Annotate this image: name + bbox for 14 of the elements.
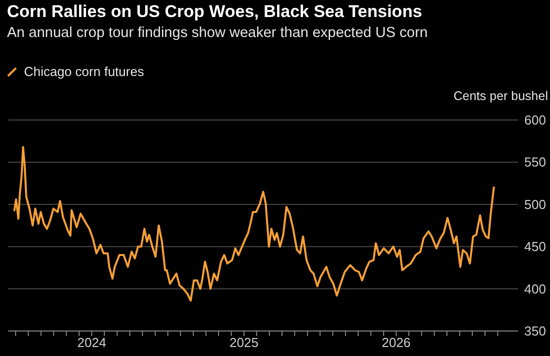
legend-label: Chicago corn futures — [23, 64, 144, 79]
y-tick-label: 500 — [524, 196, 546, 212]
y-axis-title: Cents per bushel — [453, 89, 548, 103]
y-tick-label: 550 — [524, 154, 546, 170]
chart-subtitle: An annual crop tour findings show weaker than expected US corn — [7, 25, 428, 41]
y-tick-label: 450 — [524, 239, 546, 254]
x-tick-label: 2025 — [230, 335, 258, 350]
x-tick-label: 2024 — [77, 335, 106, 350]
line-series — [13, 146, 495, 302]
x-tick-label: 2026 — [382, 335, 411, 350]
chart-title: Corn Rallies on US Crop Woes, Black Sea Tensions — [7, 2, 422, 22]
y-tick-label: 400 — [524, 281, 546, 296]
y-tick-label: 350 — [524, 324, 546, 338]
y-tick-label: 600 — [524, 112, 546, 128]
